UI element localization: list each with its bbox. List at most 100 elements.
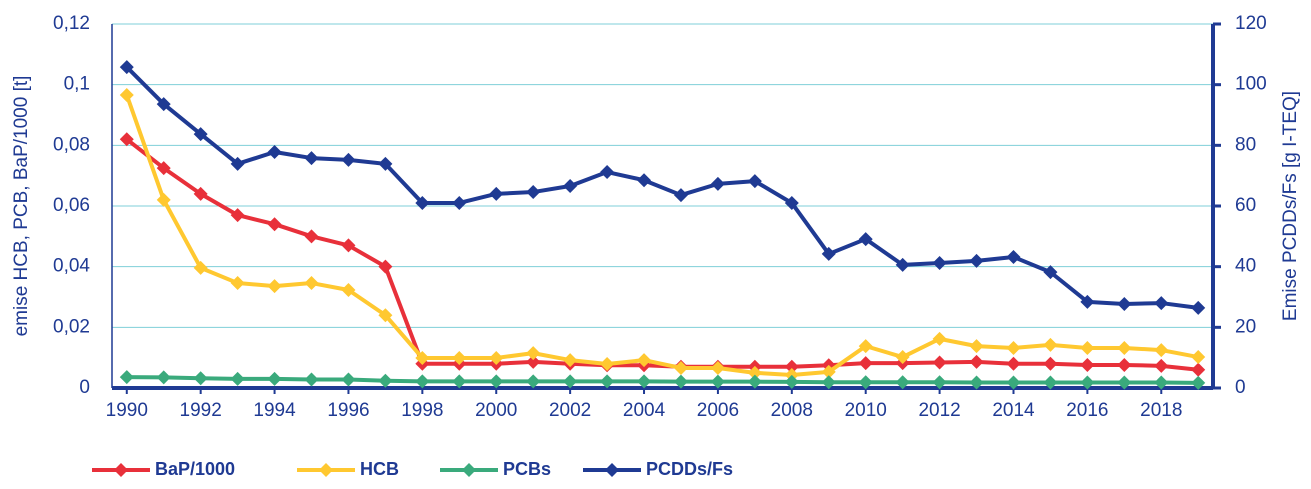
y-axis-title: emise HCB, PCB, BaP/1000 [t] <box>11 76 32 337</box>
data-point <box>1043 337 1058 352</box>
data-point <box>895 257 910 272</box>
data-point <box>526 346 541 361</box>
y2-tick-label: 60 <box>1235 195 1256 216</box>
data-point <box>1006 356 1021 371</box>
data-point <box>230 208 245 223</box>
legend-label: PCBs <box>503 459 551 479</box>
data-point <box>341 283 356 298</box>
y-tick-label: 0 <box>79 377 90 398</box>
data-point <box>415 195 430 210</box>
legend-label: HCB <box>360 459 399 479</box>
legend-marker <box>462 463 476 477</box>
data-point <box>378 308 393 323</box>
data-point <box>747 174 762 189</box>
data-point <box>600 374 615 389</box>
legend-marker <box>605 463 619 477</box>
x-tick-label: 2000 <box>475 400 517 421</box>
data-point <box>452 195 467 210</box>
data-point <box>489 186 504 201</box>
x-tick-label: 2010 <box>845 400 887 421</box>
data-point <box>452 350 467 365</box>
data-point <box>415 374 430 389</box>
data-point <box>710 360 725 375</box>
legend-marker <box>319 463 333 477</box>
y-tick-label: 0,02 <box>53 316 90 337</box>
x-tick-label: 2008 <box>771 400 813 421</box>
data-point <box>119 60 134 75</box>
data-point <box>1154 296 1169 311</box>
data-point <box>526 185 541 200</box>
data-point <box>156 97 171 112</box>
data-point <box>489 350 504 365</box>
x-tick-label: 2006 <box>697 400 739 421</box>
y-tick-label: 0,1 <box>64 74 90 95</box>
y2-axis-title: Emise PCDDs/Fs [g I-TEQ] <box>1280 91 1301 321</box>
data-point <box>673 374 688 389</box>
data-point <box>1191 300 1206 315</box>
data-point <box>1117 296 1132 311</box>
data-point <box>193 260 208 275</box>
x-tick-label: 1998 <box>401 400 443 421</box>
legend-label: PCDDs/Fs <box>646 459 733 479</box>
data-point <box>932 331 947 346</box>
y2-tick-label: 120 <box>1235 13 1267 34</box>
data-point <box>193 127 208 142</box>
data-point <box>637 353 652 368</box>
x-tick-label: 2016 <box>1066 400 1108 421</box>
x-tick-label: 2012 <box>918 400 960 421</box>
data-point <box>784 359 799 374</box>
series-line <box>125 137 1199 372</box>
data-point <box>526 354 541 369</box>
data-point <box>1080 340 1095 355</box>
data-point <box>341 372 356 387</box>
y-tick-label: 0,08 <box>53 134 90 155</box>
data-point <box>1191 350 1206 365</box>
data-point <box>600 357 615 372</box>
data-point <box>1117 375 1132 390</box>
data-point <box>378 259 393 274</box>
data-point <box>267 279 282 294</box>
series-line <box>126 375 1199 385</box>
data-point <box>304 276 319 291</box>
data-point <box>1080 357 1095 372</box>
data-point <box>230 156 245 171</box>
data-point <box>747 365 762 380</box>
data-point <box>230 371 245 386</box>
data-point <box>193 186 208 201</box>
data-point <box>1154 343 1169 358</box>
data-point <box>1154 358 1169 373</box>
data-point <box>637 374 652 389</box>
data-point <box>1043 375 1058 390</box>
data-point <box>452 374 467 389</box>
data-point <box>563 374 578 389</box>
data-point <box>1191 362 1206 377</box>
data-point <box>932 256 947 271</box>
data-point <box>969 339 984 354</box>
data-point <box>747 374 762 389</box>
data-point <box>969 253 984 268</box>
data-point <box>156 370 171 385</box>
x-tick-label: 2018 <box>1140 400 1182 421</box>
data-point <box>821 375 836 390</box>
data-point <box>1154 375 1169 390</box>
data-point <box>821 246 836 261</box>
y2-tick-label: 80 <box>1235 134 1256 155</box>
data-point <box>1006 340 1021 355</box>
series-line <box>125 65 1199 310</box>
data-point <box>341 152 356 167</box>
data-point <box>895 375 910 390</box>
y-tick-label: 0,04 <box>53 256 90 277</box>
data-point <box>710 176 725 191</box>
x-tick-label: 1992 <box>180 400 222 421</box>
data-point <box>341 238 356 253</box>
y-tick-label: 0,06 <box>53 195 90 216</box>
data-point <box>1043 356 1058 371</box>
data-point <box>637 173 652 188</box>
data-point <box>193 371 208 386</box>
data-point <box>821 364 836 379</box>
data-point <box>895 350 910 365</box>
data-point <box>1080 375 1095 390</box>
x-tick-label: 2014 <box>992 400 1035 421</box>
